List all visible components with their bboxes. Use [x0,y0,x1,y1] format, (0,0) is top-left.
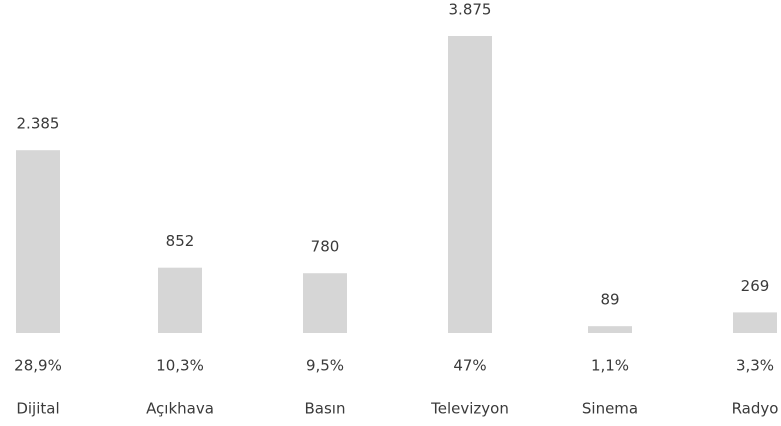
share-label: 28,9% [14,357,62,375]
category-label: Radyo [732,400,779,418]
share-label: 9,5% [306,357,344,375]
category-label: Basın [305,400,346,418]
share-label: 3,3% [736,357,774,375]
category-label: Sinema [582,400,638,418]
share-label: 10,3% [156,357,204,375]
category-label: Dijital [16,400,59,418]
share-label: 1,1% [591,357,629,375]
value-label: 3.875 [449,1,492,19]
value-label: 2.385 [17,115,60,133]
share-label: 47% [453,357,486,375]
bar [733,312,777,333]
value-label: 852 [166,232,195,250]
bar [158,267,202,333]
bar [448,36,492,333]
bar [303,273,347,333]
category-label: Açıkhava [146,400,214,418]
value-label: 89 [600,291,619,309]
category-label: Televizyon [430,400,509,418]
value-label: 269 [741,277,770,295]
bar [588,326,632,333]
value-label: 780 [311,238,340,256]
bar [16,150,60,333]
